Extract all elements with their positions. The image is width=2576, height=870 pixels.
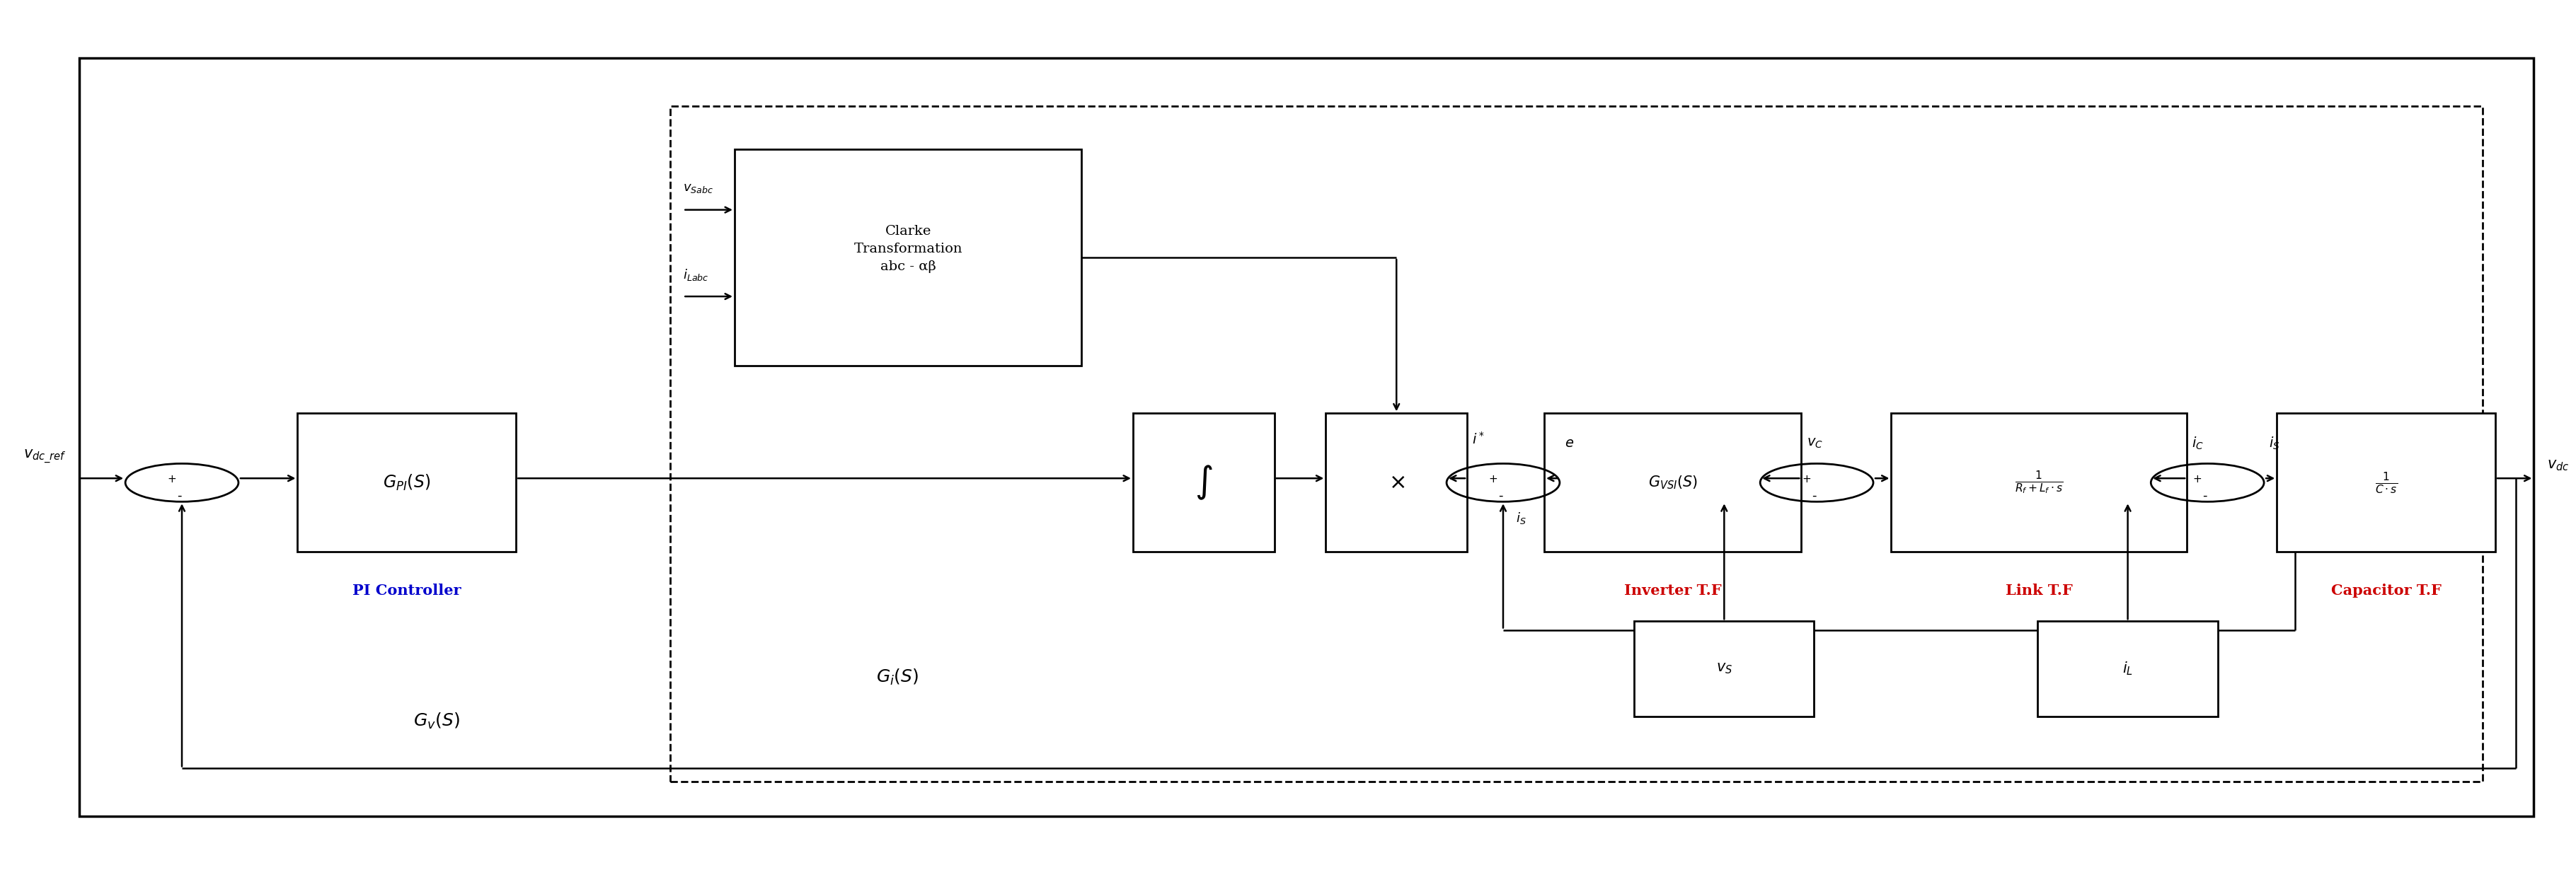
Text: +: + [167, 474, 175, 485]
Text: $v_{dc}$: $v_{dc}$ [2545, 458, 2568, 472]
Text: Capacitor T.F: Capacitor T.F [2331, 584, 2439, 598]
Text: Clarke
Transformation
abc - αβ: Clarke Transformation abc - αβ [853, 224, 961, 273]
Text: Inverter T.F: Inverter T.F [1623, 584, 1721, 598]
Text: PI Controller: PI Controller [353, 584, 461, 598]
Text: -: - [1811, 489, 1816, 502]
Text: $i^*$: $i^*$ [1471, 432, 1484, 447]
Text: $i_S$: $i_S$ [1515, 511, 1525, 525]
Text: Link T.F: Link T.F [2004, 584, 2071, 598]
Text: -: - [1497, 489, 1502, 502]
Text: $G_{VSI}(S)$: $G_{VSI}(S)$ [1649, 474, 1698, 491]
Text: $v_{Sabc}$: $v_{Sabc}$ [683, 182, 714, 195]
Text: $\int$: $\int$ [1195, 464, 1213, 501]
Text: $i_C$: $i_C$ [2192, 436, 2202, 452]
Text: $v_{dc\_ref}$: $v_{dc\_ref}$ [23, 448, 67, 465]
Bar [1633, 621, 1814, 717]
Text: $i_S$: $i_S$ [2269, 436, 2280, 452]
Text: $v_S$: $v_S$ [1716, 662, 1731, 676]
Bar [734, 149, 1082, 365]
Text: $\frac{1}{C \cdot s}$: $\frac{1}{C \cdot s}$ [2375, 471, 2396, 495]
Text: $G_{PI}(S)$: $G_{PI}(S)$ [384, 473, 430, 492]
Text: $\frac{1}{R_f + L_f \cdot s}$: $\frac{1}{R_f + L_f \cdot s}$ [2014, 470, 2063, 496]
Bar [2277, 413, 2494, 552]
Text: $e$: $e$ [1564, 438, 1574, 450]
Text: $G_v(S)$: $G_v(S)$ [412, 711, 459, 731]
Bar [1327, 413, 1466, 552]
Bar [296, 413, 515, 552]
Text: $G_i(S)$: $G_i(S)$ [876, 668, 917, 687]
Text: -: - [178, 489, 180, 502]
Text: $i_{Labc}$: $i_{Labc}$ [683, 267, 708, 282]
Bar [2038, 621, 2218, 717]
Text: $v_C$: $v_C$ [1806, 438, 1821, 450]
Bar [1133, 413, 1275, 552]
Bar [80, 58, 2532, 816]
Text: +: + [2192, 474, 2200, 485]
Text: +: + [1801, 474, 1811, 485]
Text: $i_L$: $i_L$ [2123, 660, 2133, 677]
Bar [1891, 413, 2187, 552]
Bar [1543, 413, 1801, 552]
Bar [670, 106, 2481, 781]
Text: $\times$: $\times$ [1388, 472, 1404, 493]
Text: +: + [1489, 474, 1497, 485]
Text: -: - [2202, 489, 2208, 502]
